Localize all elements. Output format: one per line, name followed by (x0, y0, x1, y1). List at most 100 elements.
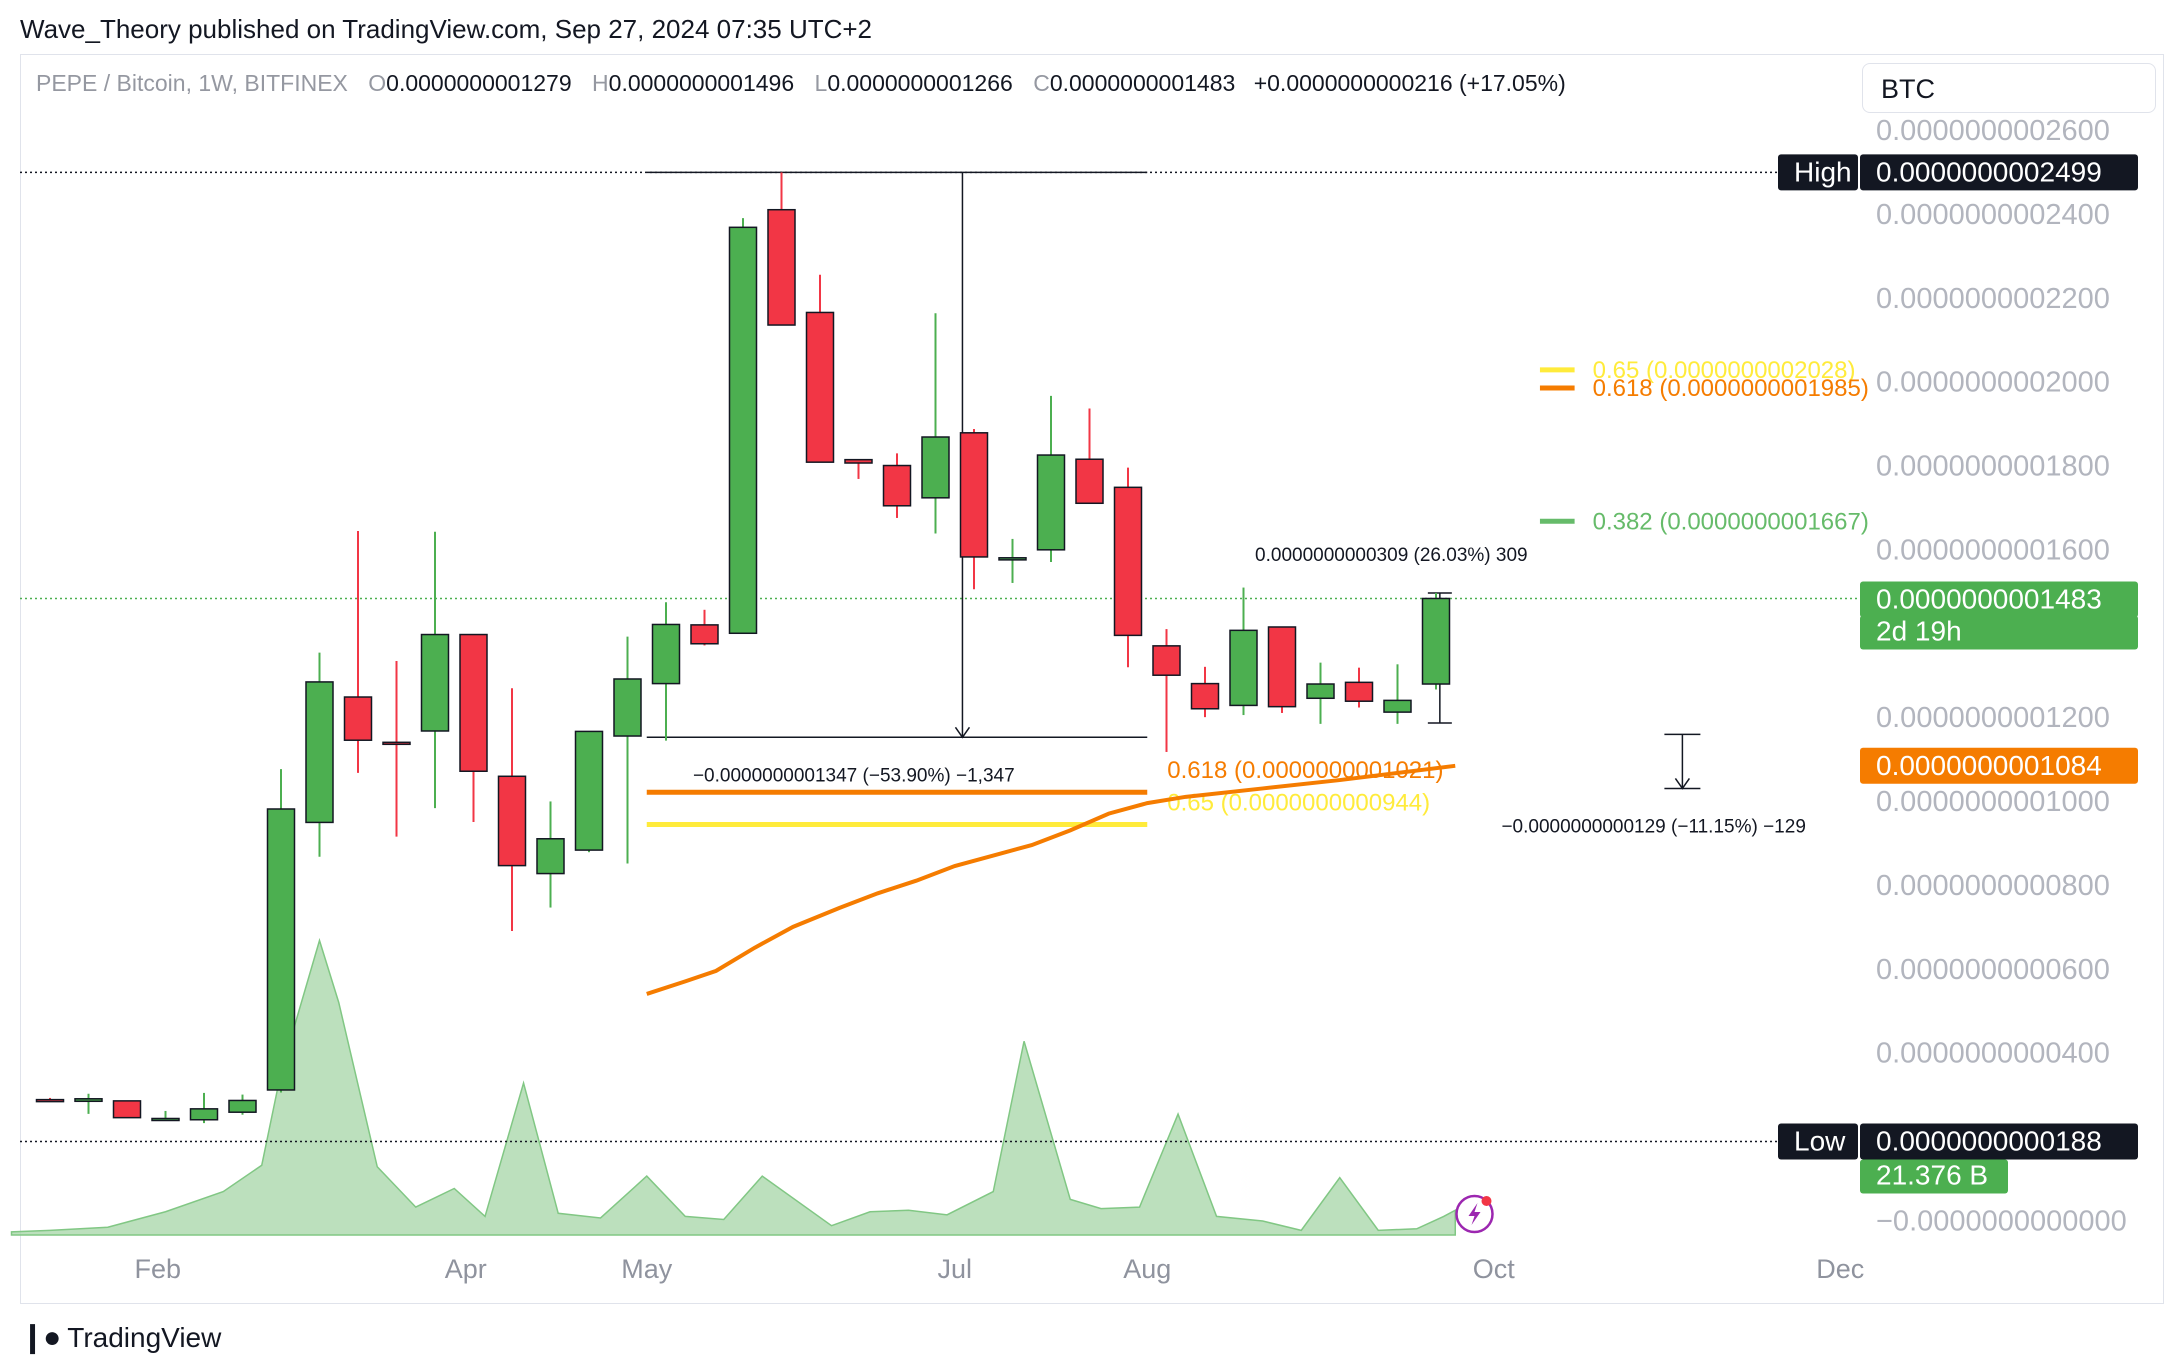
low-key: L (814, 70, 828, 96)
tradingview-logo-icon: ❙● (20, 1321, 61, 1354)
y-tick-label: 0.0000000000800 (1876, 870, 2110, 902)
candle-body (1190, 682, 1220, 710)
candle-body (382, 741, 411, 746)
candle-body (1036, 454, 1066, 551)
chart-panel (20, 54, 2164, 1304)
measure-label: 0.0000000000309 (26.03%) 309 (1255, 545, 1528, 566)
candle-body (613, 678, 642, 737)
candle-body (420, 633, 450, 732)
candle-body (882, 464, 912, 507)
candle-body (112, 1100, 142, 1119)
y-tick-label: 0.0000000000400 (1876, 1038, 2110, 1070)
open-key: O (368, 70, 387, 96)
high-tag-label: High (1794, 156, 1852, 187)
candle-body (998, 557, 1027, 561)
symbol-label[interactable]: PEPE / Bitcoin, 1W, BITFINEX (36, 70, 348, 96)
y-tick-label: 0.0000000002000 (1876, 367, 2110, 399)
low-tag-label-bg (1778, 1123, 1858, 1160)
candle-body (35, 1098, 65, 1103)
x-tick-label: Apr (445, 1254, 487, 1284)
candle-body (1113, 486, 1143, 637)
ema-line (646, 763, 1456, 996)
measure-arrowhead (1674, 778, 1691, 790)
y-tick-label: −0.0000000000000 (1876, 1205, 2127, 1237)
ema-value-tag-bg (1860, 747, 2138, 784)
candle-body (805, 311, 835, 463)
y-tick-label: 0.0000000002600 (1876, 115, 2110, 147)
candle-body (266, 808, 296, 1091)
high-key: H (592, 70, 609, 96)
volume-tag-bg (1860, 1159, 2008, 1194)
candle-body (728, 226, 758, 635)
low-tag-value: 0.0000000000188 (1876, 1126, 2102, 1157)
close-key: C (1033, 70, 1050, 96)
candle-body (1152, 645, 1181, 676)
x-tick-label: Aug (1123, 1254, 1171, 1284)
current-price-tag: 0.0000000001483 (1876, 583, 2102, 614)
measure-label: −0.0000000001347 (−53.90%) −1,347 (693, 765, 1015, 786)
candle-body (959, 432, 989, 558)
low-value: 0.0000000001266 (827, 70, 1013, 96)
x-tick-label: Dec (1816, 1254, 1864, 1284)
candle-body (1421, 597, 1451, 685)
fib-label: 0.618 (0.0000000001021) (1167, 757, 1443, 784)
candle-body (1383, 699, 1412, 713)
low-tag-value-bg (1860, 1123, 2138, 1160)
candle-body (651, 623, 681, 685)
volume-tag: 21.376 B (1876, 1160, 1988, 1191)
ema-value-tag: 0.0000000001084 (1876, 750, 2102, 781)
high-tag-value-bg (1860, 154, 2138, 191)
y-tick-label: 0.0000000000600 (1876, 954, 2110, 986)
publisher-line: Wave_Theory published on TradingView.com… (20, 14, 873, 44)
y-tick-label: 0.0000000001200 (1876, 702, 2110, 734)
lightning-bolt-icon (1468, 1203, 1481, 1225)
measure-label: −0.0000000000129 (−11.15%) −129 (1501, 816, 1805, 837)
current-price-tag-bg (1860, 581, 2138, 618)
candle-body (844, 458, 873, 464)
y-tick-label: 0.0000000001000 (1876, 786, 2110, 818)
fib-label: 0.65 (0.0000000002028) (1593, 357, 1856, 384)
high-tag-label-bg (1778, 154, 1858, 191)
y-tick-label: 0.0000000001600 (1876, 534, 2110, 566)
x-tick-label: Jul (937, 1254, 972, 1284)
y-tick-label: 0.0000000001800 (1876, 451, 2110, 483)
measure-arrowhead (954, 726, 971, 739)
candle-body (767, 208, 796, 326)
candle-body (74, 1098, 103, 1103)
candle-body (1267, 626, 1297, 708)
x-tick-label: May (621, 1254, 673, 1284)
candle-body (497, 775, 527, 867)
candle-body (459, 633, 488, 772)
fib-label: 0.618 (0.0000000001985) (1593, 375, 1869, 402)
candle-body (189, 1108, 219, 1121)
candle-body (536, 838, 565, 875)
brand-name: TradingView (67, 1321, 222, 1353)
x-tick-label: Feb (135, 1254, 182, 1284)
volume-area (10, 937, 1456, 1236)
candle-body (921, 436, 950, 499)
high-tag-value: 0.0000000002499 (1876, 156, 2102, 187)
countdown-tag: 2d 19h (1876, 615, 1962, 646)
candle-body (1344, 681, 1374, 702)
high-value: 0.0000000001496 (608, 70, 795, 96)
x-tick-label: Oct (1473, 1254, 1516, 1284)
fib-label: 0.382 (0.0000000001667) (1593, 508, 1869, 535)
open-value: 0.0000000001279 (386, 70, 572, 96)
low-tag-label: Low (1794, 1126, 1846, 1157)
currency-selector[interactable]: BTC (1862, 63, 2156, 113)
countdown-tag-bg (1860, 615, 2138, 650)
footer-brand[interactable]: ❙● TradingView (20, 1320, 221, 1355)
change-value: +0.0000000000216 (+17.05%) (1253, 70, 1566, 96)
y-tick-label: 0.0000000002200 (1876, 283, 2110, 315)
close-value: 0.0000000001483 (1049, 70, 1236, 96)
y-tick-label: 0.0000000002400 (1876, 199, 2110, 231)
candle-body (343, 696, 373, 741)
ohlc-legend: PEPE / Bitcoin, 1W, BITFINEX O0.00000000… (36, 70, 1566, 97)
candle-body (1229, 629, 1258, 707)
candle-body (690, 624, 719, 645)
candle-body (305, 681, 334, 824)
candle-body (228, 1099, 257, 1113)
notification-dot-icon (1481, 1196, 1492, 1206)
candle-body (574, 730, 604, 851)
